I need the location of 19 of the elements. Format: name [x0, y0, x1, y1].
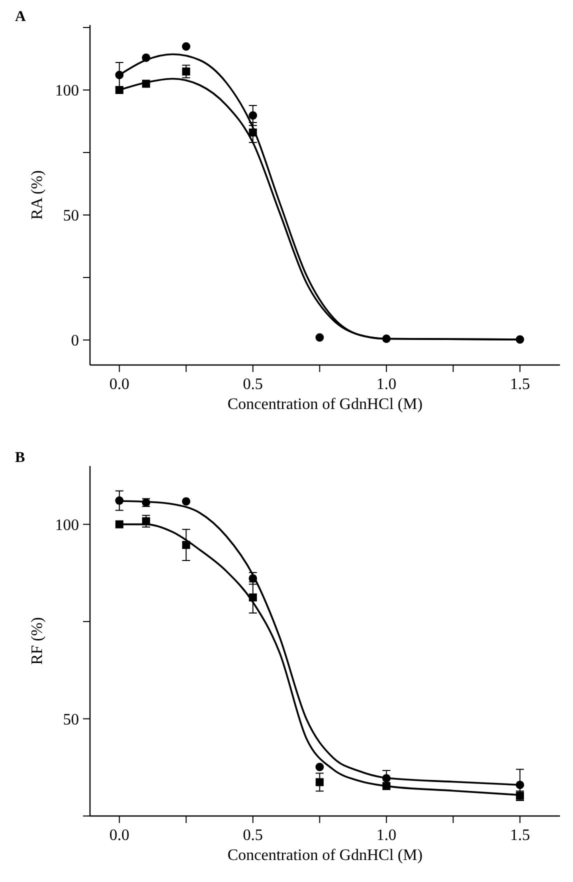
- y-tick-label: 0: [71, 332, 79, 350]
- x-tick-label: 0.5: [242, 827, 263, 844]
- x-tick-label: 0.0: [109, 376, 130, 393]
- text: A: [15, 9, 26, 25]
- y-axis-title: RA (%): [29, 170, 46, 220]
- x-axis-title: Concentration of GdnHCl (M): [227, 396, 423, 413]
- x-tick-label: 1.0: [376, 827, 396, 844]
- x-axis-title: Concentration of GdnHCl (M): [227, 847, 423, 864]
- y-tick-label: 100: [55, 82, 79, 100]
- text: B: [15, 450, 26, 466]
- x-tick-label: 1.5: [510, 376, 530, 393]
- x-tick-label: 1.0: [376, 376, 396, 393]
- x-tick-label: 0.0: [109, 827, 130, 844]
- y-tick-label: 50: [63, 711, 79, 728]
- y-tick-label: 50: [63, 208, 79, 225]
- y-axis-title: RF (%): [29, 617, 46, 665]
- x-tick-label: 0.5: [242, 376, 263, 393]
- x-tick-label: 1.5: [510, 827, 530, 844]
- y-tick-label: 100: [55, 516, 79, 534]
